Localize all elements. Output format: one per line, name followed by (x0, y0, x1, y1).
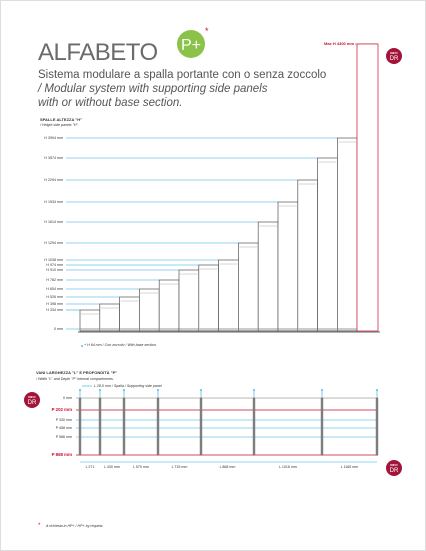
compartment-post (122, 397, 126, 456)
base-plinth (298, 328, 318, 331)
compartment-post (78, 397, 82, 456)
base-plinth (120, 328, 139, 331)
depth-label: P 868 mm (52, 452, 73, 457)
info-badge (24, 392, 40, 408)
side-panel-bar (337, 137, 358, 332)
compartment-post (199, 397, 203, 456)
heights-heading-en: / Height side panels "H". (39, 123, 79, 127)
side-panel-bar (277, 201, 299, 332)
base-plinth (278, 328, 298, 331)
depth-label: P 586 mm (56, 435, 72, 439)
max-height: Max H 4300 mm (324, 41, 354, 46)
base-plinth (258, 328, 278, 331)
info-badge (386, 460, 402, 476)
post-dot (200, 389, 202, 391)
compartment-post (156, 397, 160, 456)
side-panel-bar (297, 179, 318, 332)
height-label: H 1934 mm (44, 200, 63, 204)
info-badge-small: INFO (390, 51, 398, 55)
compartments-heading-en: / Width "L" and Depth "P" internal compa… (35, 377, 114, 381)
side-panel-bar (178, 269, 200, 332)
info-badge-large: DR (28, 400, 37, 406)
height-label: H 3904 mm (44, 136, 63, 140)
side-panel-bar (139, 288, 160, 332)
height-label: H 1294 mm (44, 241, 63, 245)
base-plinth (219, 328, 238, 331)
compartment-post (320, 397, 324, 456)
base-dot (81, 345, 83, 347)
side-panel-bar (257, 221, 279, 332)
width-label: L 1165 mm (341, 465, 359, 469)
height-label: H 1614 mm (44, 220, 63, 224)
side-panel-bar (79, 309, 101, 332)
height-label: H 1038 mm (44, 258, 63, 262)
height-label: H 2294 mm (44, 178, 63, 182)
heights-heading: SPALLE ALTEZZA "H" (40, 117, 82, 122)
base-plinth (100, 328, 120, 331)
side-panel-bar (158, 279, 180, 332)
base-plinth (238, 328, 258, 331)
post-dot (123, 389, 125, 391)
base-note: + H 64 mm / Con zoccolo / With base sect… (84, 343, 157, 347)
base-plinth (318, 328, 337, 331)
post-dot (157, 389, 159, 391)
post-dot (376, 389, 378, 391)
badge: P+ (181, 37, 201, 54)
compartment-post (98, 397, 102, 456)
post-dot (321, 389, 323, 391)
info-badge-large: DR (390, 56, 399, 62)
compartment-post (375, 397, 379, 456)
depth-label: P 202 mm (52, 407, 73, 412)
footnote-mark: * (38, 523, 41, 529)
height-label: H 910 mm (46, 268, 63, 272)
width-label: L 868 mm (220, 465, 236, 469)
base-plinth (139, 328, 159, 331)
width-label: L 570 mm (133, 465, 149, 469)
info-badge-large: DR (390, 468, 399, 474)
base-plinth (199, 328, 219, 331)
side-panel: L 28,5 mm / Spalla / Supporting side pan… (94, 384, 162, 388)
depth-label: 0 mm (63, 396, 72, 400)
side-panel-bar (317, 157, 338, 332)
width-label: L 715 mm (172, 465, 188, 469)
max-bar (356, 43, 379, 332)
side-panel-bar (238, 242, 259, 332)
depth-label: P 458 mm (56, 426, 72, 430)
base-plinth (80, 328, 100, 331)
base-plinth (337, 328, 357, 331)
post-dot (253, 389, 255, 391)
badge-note: * (205, 26, 209, 36)
width-label: L 1016 mm (279, 465, 297, 469)
height-label: 0 mm (54, 327, 63, 331)
post-dot (99, 389, 101, 391)
subtitle: Sistema modulare a spalla portante con o… (38, 69, 326, 81)
base-plinth (159, 328, 179, 331)
info-badge-small: INFO (28, 395, 36, 399)
footnote: A richiesta in HP+ / HP+ by request. (45, 524, 103, 528)
width-label: L 271 (86, 465, 95, 469)
width-label: L 430 mm (104, 465, 120, 469)
compartment-post (252, 397, 256, 456)
info-badge-small: INFO (390, 463, 398, 467)
height-label: H 654 mm (46, 287, 63, 291)
height-label: H 782 mm (46, 278, 63, 282)
side-panel-bar (198, 264, 219, 332)
depth-label: P 330 mm (56, 418, 72, 422)
height-label: H 526 mm (46, 295, 63, 299)
compartments-heading: VANI LARGHEZZA "L" E PROFONDITÀ "P" (36, 370, 117, 375)
height-label: H 334 mm (46, 308, 63, 312)
subtitle-en: with or without base section. (38, 97, 182, 109)
height-label: H 398 mm (46, 302, 63, 306)
height-label: H 974 mm (46, 263, 63, 267)
title: ALFABETO (38, 39, 158, 66)
post-dot (79, 389, 81, 391)
base-plinth (179, 328, 199, 331)
height-label: H 3574 mm (44, 156, 63, 160)
info-badge (386, 48, 402, 64)
subtitle-en: / Modular system with supporting side pa… (37, 83, 268, 95)
side-panel-bar (218, 259, 239, 332)
badge-circle (177, 30, 205, 58)
side-panel-bar (119, 296, 140, 332)
